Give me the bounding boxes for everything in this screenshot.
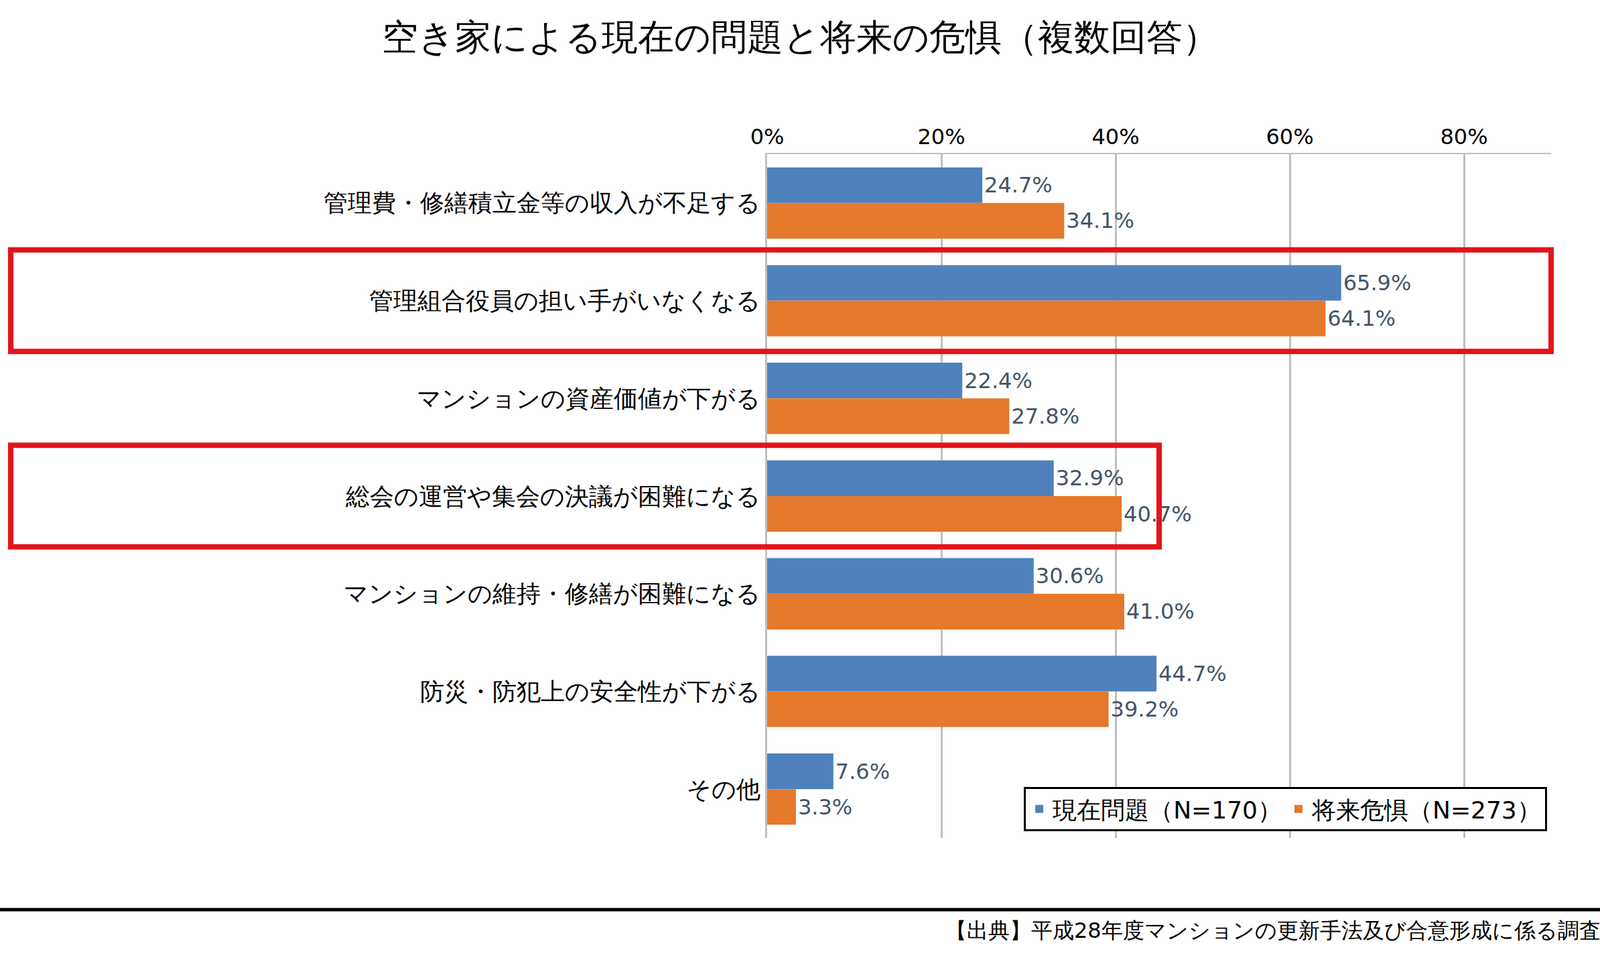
svg-text:41.0%: 41.0% xyxy=(1126,598,1195,624)
svg-text:24.7%: 24.7% xyxy=(984,172,1053,198)
svg-text:0%: 0% xyxy=(750,123,785,150)
svg-text:マンションの資産価値が下がる: マンションの資産価値が下がる xyxy=(416,384,761,413)
svg-text:空き家による現在の問題と将来の危惧（複数回答）: 空き家による現在の問題と将来の危惧（複数回答） xyxy=(381,16,1219,59)
svg-text:30.6%: 30.6% xyxy=(1035,562,1105,589)
svg-text:65.9%: 65.9% xyxy=(1343,270,1412,296)
svg-text:32.9%: 32.9% xyxy=(1055,464,1125,491)
svg-text:40%: 40% xyxy=(1091,123,1140,150)
svg-text:その他: その他 xyxy=(686,775,761,803)
svg-text:将来危惧（N=273）: 将来危惧（N=273） xyxy=(1311,795,1542,824)
svg-text:80%: 80% xyxy=(1439,123,1488,150)
svg-text:64.1%: 64.1% xyxy=(1327,305,1396,331)
svg-text:40.7%: 40.7% xyxy=(1123,501,1192,527)
svg-text:管理費・修繕積立金等の収入が不足する: 管理費・修繕積立金等の収入が不足する xyxy=(323,188,761,217)
svg-text:防災・防犯上の安全性が下がる: 防災・防犯上の安全性が下がる xyxy=(420,677,761,705)
svg-text:27.8%: 27.8% xyxy=(1011,403,1080,429)
svg-text:22.4%: 22.4% xyxy=(964,367,1033,394)
svg-text:34.1%: 34.1% xyxy=(1065,207,1135,234)
svg-text:マンションの維持・修繕が困難になる: マンションの維持・修繕が困難になる xyxy=(343,579,761,608)
svg-text:20%: 20% xyxy=(917,123,965,150)
svg-text:管理組合役員の担い手がいなくなる: 管理組合役員の担い手がいなくなる xyxy=(369,286,761,315)
svg-text:【出典】平成28年度マンションの更新手法及び合意形成に係る調: 【出典】平成28年度マンションの更新手法及び合意形成に係る調査 xyxy=(945,917,1600,943)
svg-text:総会の運営や集会の決議が困難になる: 総会の運営や集会の決議が困難になる xyxy=(345,482,761,510)
svg-text:60%: 60% xyxy=(1265,123,1314,150)
svg-text:3.3%: 3.3% xyxy=(797,793,853,820)
svg-text:44.7%: 44.7% xyxy=(1158,660,1227,687)
svg-text:7.6%: 7.6% xyxy=(835,758,890,784)
svg-text:39.2%: 39.2% xyxy=(1110,696,1180,722)
svg-text:現在問題（N=170）: 現在問題（N=170） xyxy=(1052,795,1282,824)
